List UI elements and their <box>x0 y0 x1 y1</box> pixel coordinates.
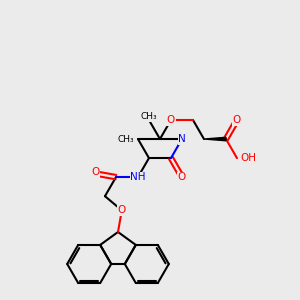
Text: N: N <box>178 134 186 144</box>
Text: O: O <box>167 115 175 125</box>
Text: O: O <box>91 167 99 177</box>
Text: O: O <box>118 205 126 215</box>
Text: CH₃: CH₃ <box>117 134 134 143</box>
Text: O: O <box>178 172 186 182</box>
Text: CH₃: CH₃ <box>141 112 157 122</box>
Text: OH: OH <box>240 153 256 163</box>
Text: O: O <box>233 115 241 125</box>
Polygon shape <box>204 137 226 141</box>
Text: NH: NH <box>130 172 146 182</box>
